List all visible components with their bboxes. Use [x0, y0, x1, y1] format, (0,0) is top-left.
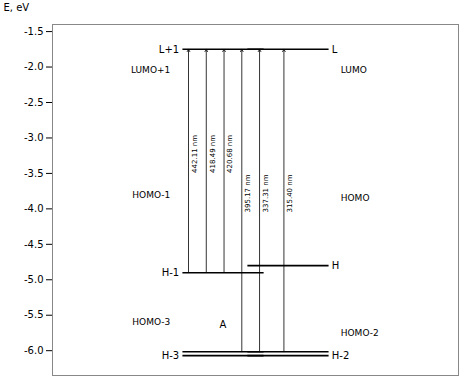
- svg-text:442.11 nm: 442.11 nm: [191, 135, 199, 173]
- svg-text:418.49 nm: 418.49 nm: [209, 135, 217, 173]
- svg-text:E, eV: E, eV: [4, 2, 30, 13]
- svg-text:H-1: H-1: [162, 267, 180, 278]
- svg-text:L: L: [332, 44, 338, 55]
- svg-text:-3.0: -3.0: [24, 132, 44, 143]
- svg-text:337.31 nm: 337.31 nm: [262, 174, 270, 212]
- svg-text:LUMO: LUMO: [341, 65, 367, 75]
- svg-text:-3.5: -3.5: [24, 168, 44, 179]
- svg-text:A: A: [220, 319, 227, 330]
- svg-text:-5.0: -5.0: [24, 274, 44, 285]
- svg-text:H-2: H-2: [332, 350, 350, 361]
- svg-text:-2.5: -2.5: [24, 97, 44, 108]
- svg-text:315.40 nm: 315.40 nm: [286, 174, 294, 212]
- svg-text:395.17 nm: 395.17 nm: [244, 174, 252, 212]
- svg-text:-5.5: -5.5: [24, 309, 44, 320]
- svg-text:-1.5: -1.5: [24, 26, 44, 37]
- svg-text:LUMO+1: LUMO+1: [131, 65, 170, 75]
- svg-text:HOMO-3: HOMO-3: [132, 317, 170, 327]
- svg-text:-4.5: -4.5: [24, 239, 44, 250]
- svg-text:-4.0: -4.0: [24, 203, 44, 214]
- svg-text:-2.0: -2.0: [24, 61, 44, 72]
- svg-text:-6.0: -6.0: [24, 345, 44, 356]
- svg-text:HOMO: HOMO: [341, 193, 370, 203]
- svg-text:H: H: [332, 260, 340, 271]
- svg-text:HOMO-1: HOMO-1: [132, 190, 170, 200]
- svg-text:420.68 nm: 420.68 nm: [226, 135, 234, 173]
- svg-text:L+1: L+1: [159, 44, 179, 55]
- svg-text:HOMO-2: HOMO-2: [341, 328, 379, 338]
- svg-text:H-3: H-3: [162, 350, 180, 361]
